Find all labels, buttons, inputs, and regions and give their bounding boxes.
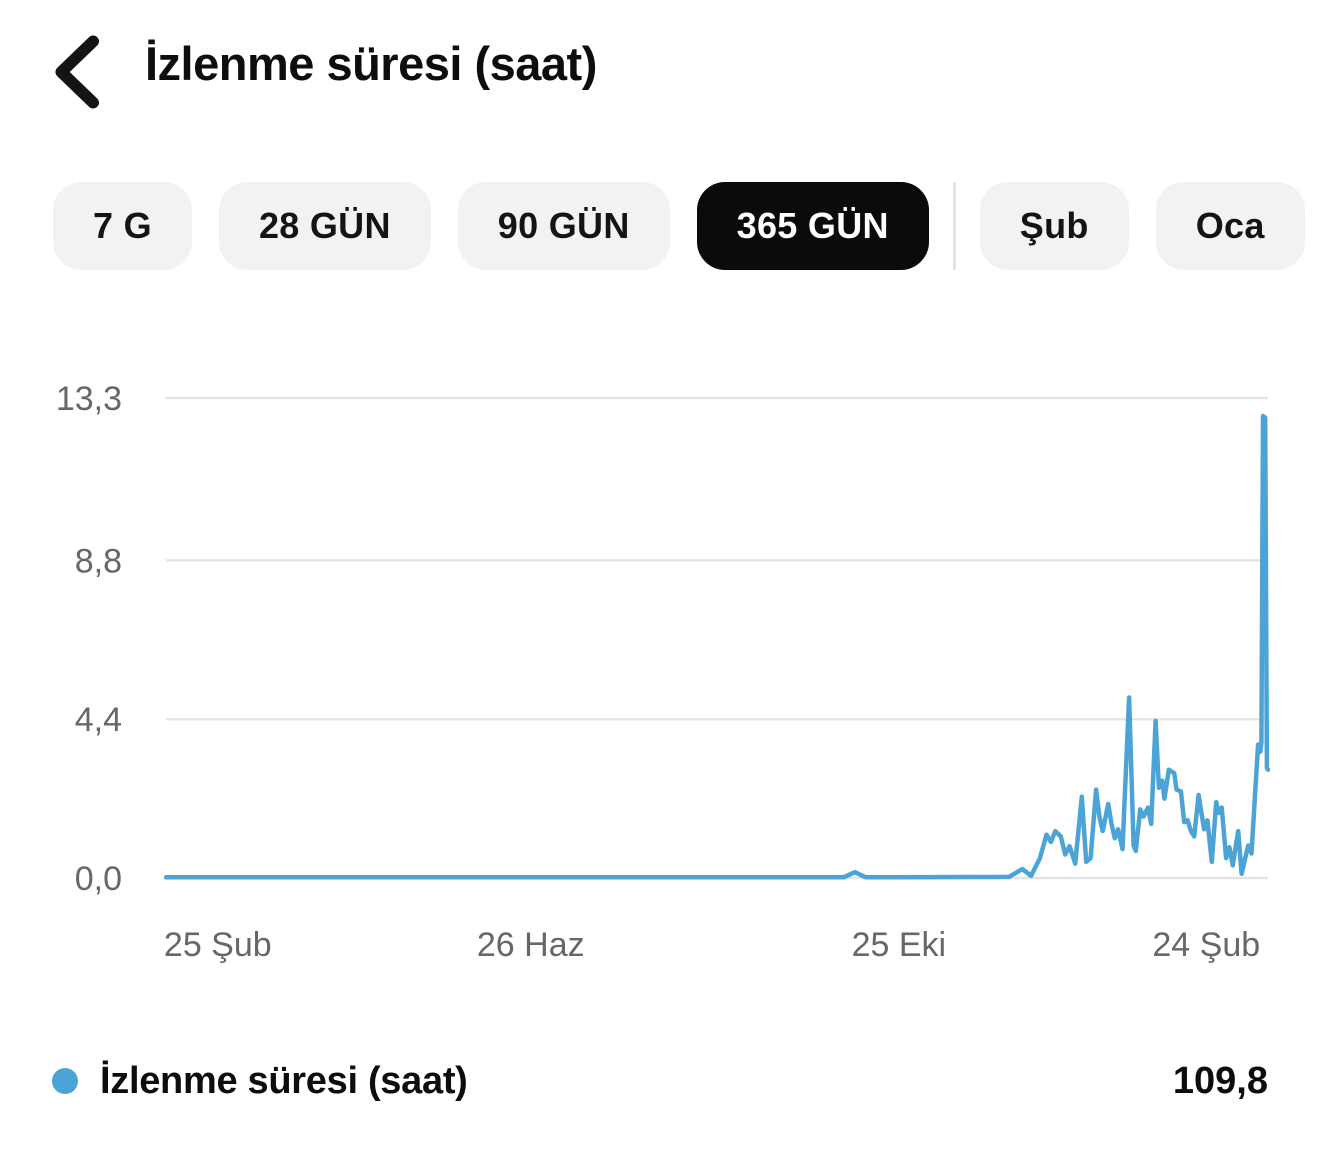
svg-text:8,8: 8,8 bbox=[75, 542, 122, 580]
filter-chip-365d[interactable]: 365 GÜN bbox=[696, 182, 929, 270]
svg-text:0,0: 0,0 bbox=[75, 860, 122, 898]
svg-text:25 Eki: 25 Eki bbox=[852, 926, 947, 964]
header: İzlenme süresi (saat) bbox=[0, 0, 1320, 130]
legend-series-label: İzlenme süresi (saat) bbox=[100, 1059, 468, 1102]
svg-text:26 Haz: 26 Haz bbox=[477, 926, 585, 964]
filter-chip-90d[interactable]: 90 GÜN bbox=[457, 182, 670, 270]
svg-text:13,3: 13,3 bbox=[56, 380, 122, 418]
filter-chip-28d[interactable]: 28 GÜN bbox=[218, 182, 431, 270]
filter-chip-month-sub[interactable]: Şub bbox=[979, 182, 1129, 270]
watch-time-chart[interactable]: 13,3 8,8 4,4 0,0 25 Şub 26 Haz 25 Eki 24 Şub bbox=[0, 358, 1320, 983]
filter-chip-month-oca[interactable]: Oca bbox=[1155, 182, 1305, 270]
svg-text:25 Şub: 25 Şub bbox=[164, 926, 272, 964]
page-title: İzlenme süresi (saat) bbox=[145, 37, 597, 90]
filter-chip-7d[interactable]: 7 G bbox=[53, 182, 192, 270]
legend-marker-dot bbox=[52, 1068, 78, 1094]
svg-text:4,4: 4,4 bbox=[75, 701, 122, 739]
chart-area: 13,3 8,8 4,4 0,0 25 Şub 26 Haz 25 Eki 24 Şub bbox=[0, 358, 1320, 983]
filter-divider bbox=[952, 182, 956, 270]
legend-total-value: 109,8 bbox=[1172, 1059, 1268, 1102]
back-button[interactable] bbox=[34, 24, 118, 109]
time-range-filter-bar: 7 G 28 GÜN 90 GÜN 365 GÜN Şub Oca bbox=[0, 182, 1320, 270]
legend-row: İzlenme süresi (saat) 109,8 bbox=[0, 1046, 1320, 1116]
svg-text:24 Şub: 24 Şub bbox=[1152, 926, 1260, 964]
